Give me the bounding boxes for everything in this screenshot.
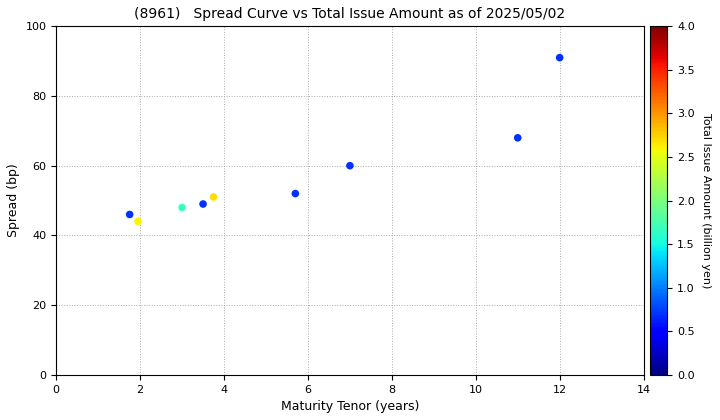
Point — [176, 204, 188, 211]
Point — [208, 194, 220, 200]
Title: (8961)   Spread Curve vs Total Issue Amount as of 2025/05/02: (8961) Spread Curve vs Total Issue Amoun… — [135, 7, 565, 21]
Point — [197, 201, 209, 207]
Point — [554, 54, 565, 61]
Point — [132, 218, 144, 225]
Point — [512, 134, 523, 141]
Y-axis label: Spread (bp): Spread (bp) — [7, 164, 20, 237]
Point — [289, 190, 301, 197]
Point — [124, 211, 135, 218]
Point — [344, 162, 356, 169]
Y-axis label: Total Issue Amount (billion yen): Total Issue Amount (billion yen) — [701, 113, 711, 288]
X-axis label: Maturity Tenor (years): Maturity Tenor (years) — [281, 400, 419, 413]
